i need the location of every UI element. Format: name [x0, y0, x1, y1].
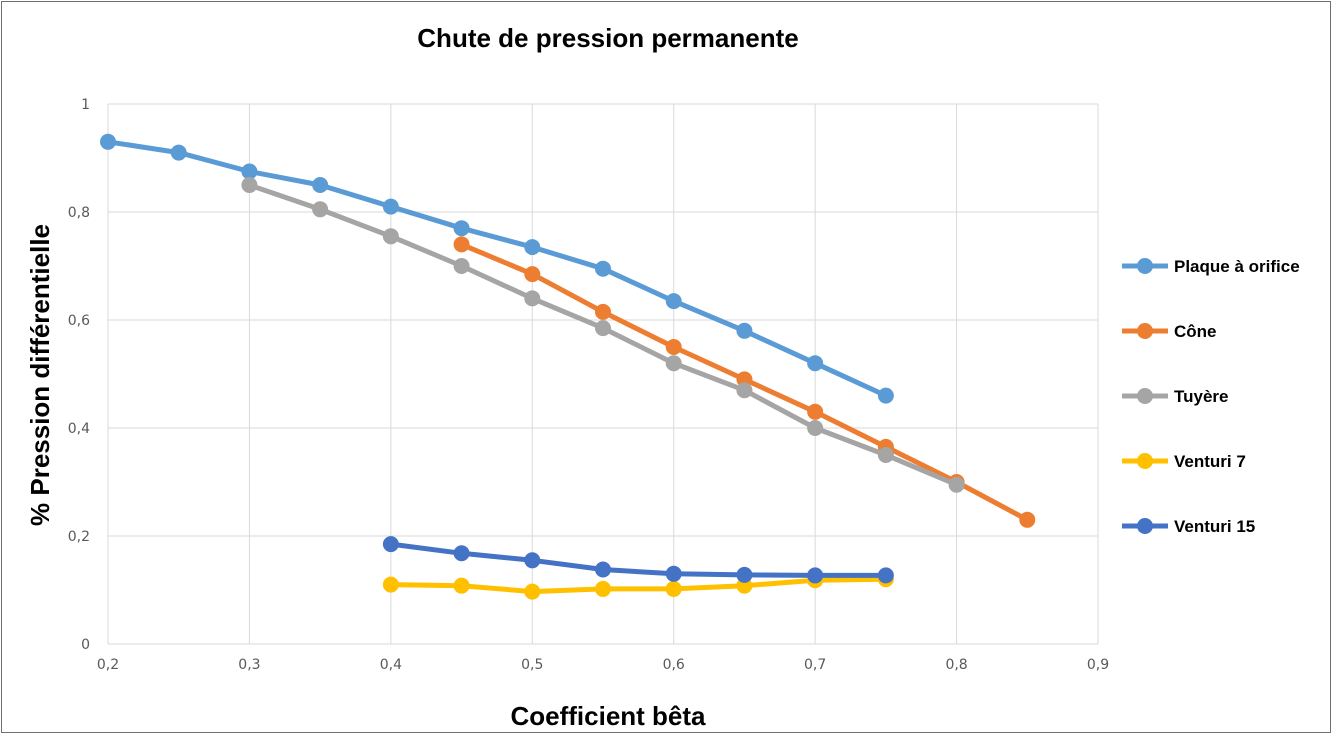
tick-labels: 0,2 0,3 0,4 0,5 0,6 0,7 0,8 0,9 0 0,2 0,4 0,6 0,8 1	[68, 97, 1109, 673]
y-tick-label: 0,2	[68, 529, 90, 545]
legend-label: Cône	[1174, 322, 1217, 341]
y-tick-label: 0,4	[68, 421, 90, 437]
data-point	[382, 198, 399, 215]
legend-marker	[1137, 453, 1153, 469]
series-line	[388, 576, 889, 595]
data-point	[877, 447, 894, 463]
data-point	[524, 239, 541, 256]
data-point	[948, 476, 965, 493]
data-point	[382, 536, 399, 553]
data-point	[807, 567, 824, 584]
data-point	[241, 163, 258, 180]
legend-item: Cône	[1122, 322, 1217, 341]
x-tick-label: 0,3	[238, 657, 260, 673]
series-plaque-orifice	[100, 133, 894, 404]
legend-label: Plaque à orifice	[1174, 257, 1300, 276]
data-point	[807, 420, 824, 436]
data-point	[665, 339, 682, 355]
data-point	[170, 144, 187, 161]
y-tick-label: 0	[81, 637, 90, 653]
data-point	[877, 567, 894, 584]
legend-item: Venturi 15	[1122, 517, 1255, 536]
series-venturi-15	[382, 536, 894, 584]
x-tick-label: 0,7	[804, 657, 826, 673]
x-tick-label: 0,9	[1087, 657, 1109, 673]
legend: Plaque à orifice Cône Tuyère Venturi 7 Ventu…	[1122, 257, 1300, 536]
data-point	[524, 583, 541, 600]
legend-marker	[1137, 323, 1153, 339]
x-tick-label: 0,8	[945, 657, 967, 673]
legend-marker	[1137, 518, 1153, 534]
data-point	[312, 177, 329, 193]
legend-marker	[1137, 258, 1153, 274]
data-point	[524, 266, 541, 283]
data-point	[453, 236, 470, 253]
series-line	[105, 139, 889, 399]
data-point	[736, 566, 753, 583]
data-point	[807, 355, 824, 372]
data-point	[241, 177, 258, 193]
data-point	[312, 201, 329, 218]
series-layer	[100, 133, 1036, 600]
x-tick-label: 0,6	[663, 657, 685, 673]
legend-label: Venturi 15	[1174, 517, 1255, 536]
grid	[107, 103, 1099, 645]
series-line	[388, 541, 889, 578]
x-axis-title: Coefficient bêta	[510, 701, 706, 731]
series-tuy-re	[241, 177, 965, 493]
data-point	[595, 260, 611, 277]
data-point	[453, 220, 470, 237]
data-point	[524, 552, 541, 569]
x-tick-label: 0,5	[521, 657, 543, 673]
y-tick-label: 1	[81, 97, 90, 113]
legend-label: Tuyère	[1174, 387, 1229, 406]
data-point	[736, 382, 753, 399]
legend-item: Venturi 7	[1122, 452, 1246, 471]
y-tick-label: 0,6	[68, 313, 90, 329]
data-point	[877, 387, 894, 404]
data-point	[382, 576, 399, 593]
x-tick-label: 0,4	[380, 657, 402, 673]
data-point	[665, 580, 682, 597]
data-point	[736, 322, 753, 339]
series-c-ne	[453, 236, 1036, 528]
data-point	[453, 577, 470, 594]
data-point	[595, 320, 611, 337]
series-venturi-7	[382, 571, 894, 600]
data-point	[665, 565, 682, 582]
legend-item: Tuyère	[1122, 387, 1229, 406]
data-point	[665, 293, 682, 310]
data-point	[595, 303, 611, 320]
legend-label: Venturi 7	[1174, 452, 1246, 471]
legend-item: Plaque à orifice	[1122, 257, 1300, 276]
data-point	[382, 228, 399, 245]
data-point	[1019, 511, 1036, 528]
data-point	[665, 355, 682, 372]
data-point	[453, 258, 470, 274]
legend-marker	[1137, 388, 1153, 404]
data-point	[524, 290, 541, 307]
data-point	[100, 133, 116, 150]
x-tick-label: 0,2	[97, 657, 119, 673]
data-point	[595, 561, 611, 578]
chart-title: Chute de pression permanente	[417, 23, 798, 53]
data-point	[595, 580, 611, 597]
y-axis-title: % Pression différentielle	[25, 224, 55, 526]
data-point	[807, 403, 824, 420]
data-point	[453, 545, 470, 562]
y-tick-label: 0,8	[68, 205, 90, 221]
